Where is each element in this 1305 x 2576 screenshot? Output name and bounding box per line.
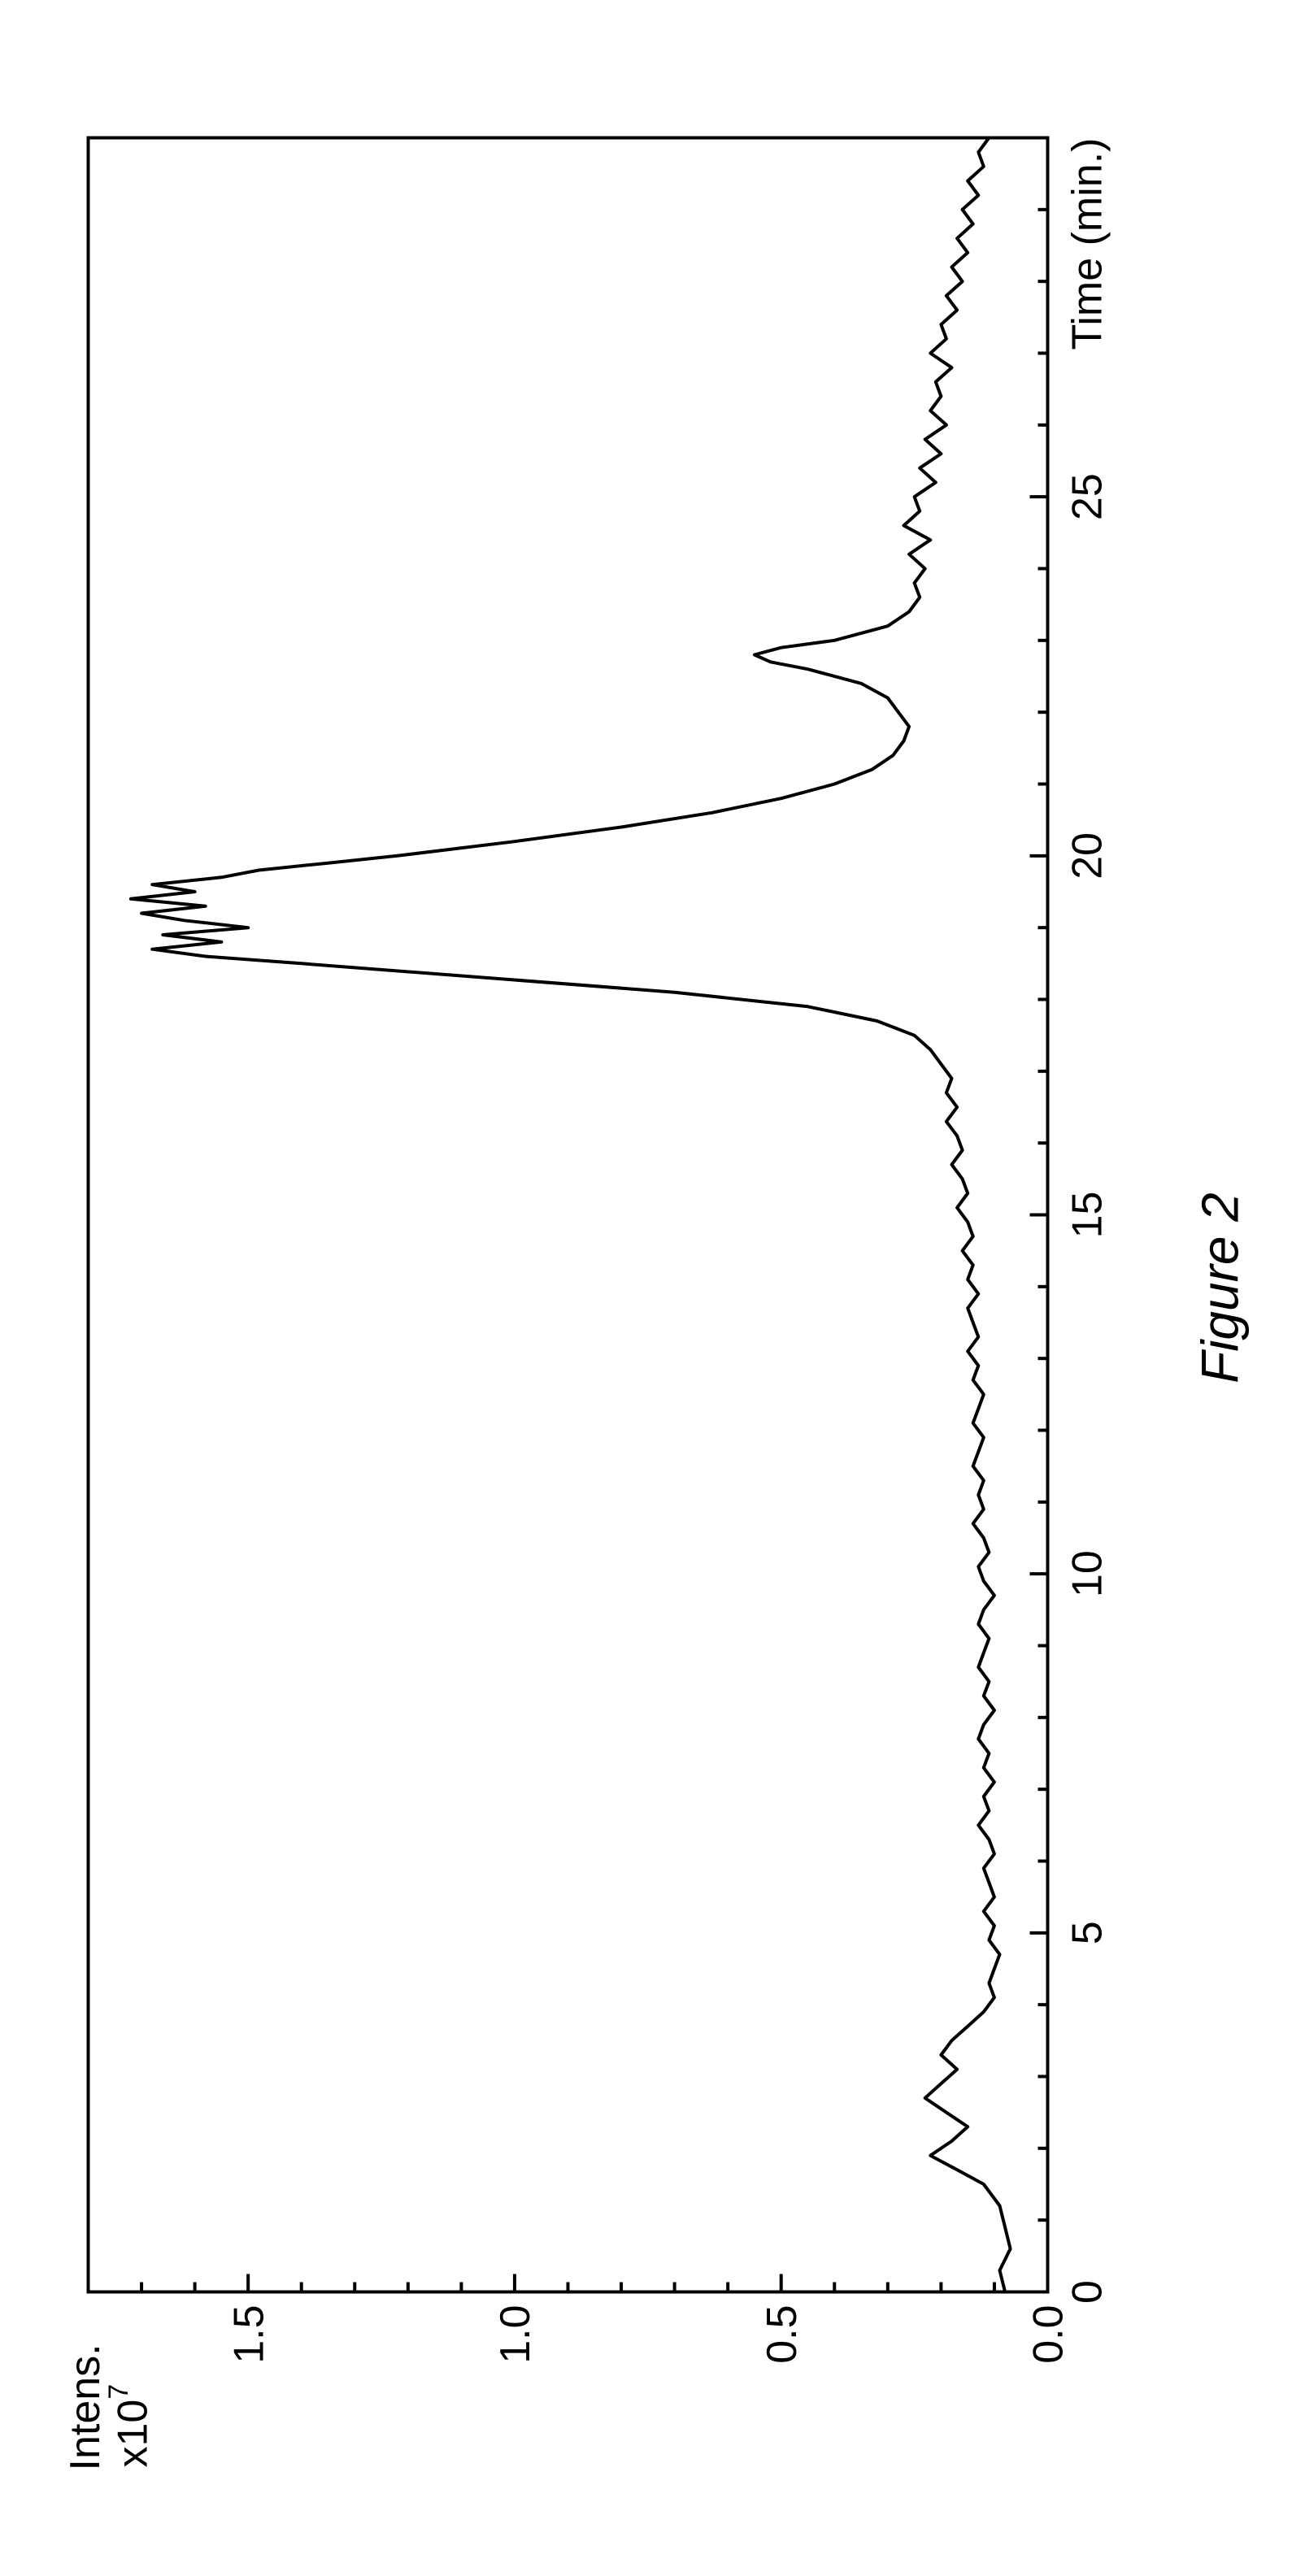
x-tick-label: 20 (1064, 832, 1111, 880)
x-tick-label: 25 (1064, 473, 1111, 520)
y-axis-label: Intens. (62, 2344, 109, 2470)
chromatogram-trace (130, 138, 1010, 2292)
y-tick-label: 0.5 (758, 2305, 805, 2364)
figure-wrapper: 0 5 10 15 20 25 Time (min.) 0.0 0.5 1.0 1.5 Intens.… (55, 106, 1250, 2471)
figure-caption: Figure 2 (1190, 106, 1250, 2471)
caption-text: Figure 2 (1190, 1192, 1249, 1384)
y-axis-scale: x107 (103, 2384, 156, 2468)
y-tick-label: 1.5 (225, 2305, 272, 2364)
x-tick-label: 5 (1064, 1921, 1111, 1944)
chromatogram-chart: 0 5 10 15 20 25 Time (min.) 0.0 0.5 1.0 1.5 Intens.… (55, 106, 1165, 2471)
plot-frame (88, 138, 1047, 2292)
x-axis-label: Time (min.) (1064, 138, 1111, 350)
chart-svg: 0 5 10 15 20 25 Time (min.) 0.0 0.5 1.0 1.5 Intens.… (55, 106, 1161, 2471)
x-tick-label: 10 (1064, 1550, 1111, 1597)
y-tick-label: 1.0 (492, 2305, 539, 2364)
y-tick-label: 0.0 (1024, 2305, 1072, 2364)
x-tick-label: 0 (1064, 2280, 1111, 2304)
x-tick-label: 15 (1064, 1192, 1111, 1239)
